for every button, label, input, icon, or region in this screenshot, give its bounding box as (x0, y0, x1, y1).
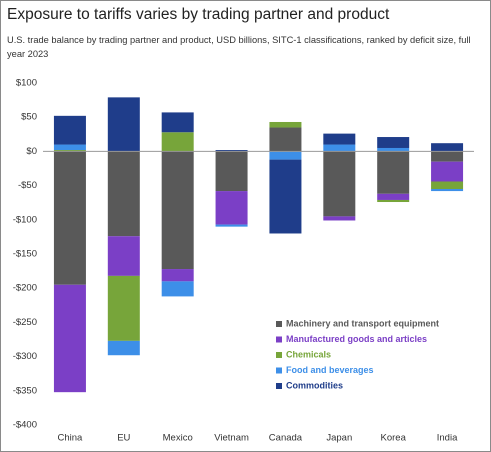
bar-segment (161, 132, 194, 152)
bar-segment (215, 191, 248, 225)
bar-segment (53, 284, 86, 393)
legend-label: Food and beverages (286, 365, 374, 375)
x-tick-label: Vietnam (214, 433, 249, 444)
y-tick-label: -$150 (13, 249, 37, 260)
bar-segment (107, 275, 140, 341)
legend-swatch (276, 321, 282, 327)
bar-segment (431, 161, 464, 182)
chart-title: Exposure to tariffs varies by trading pa… (7, 6, 390, 23)
legend-label: Chemicals (286, 349, 331, 359)
bar-segment (53, 144, 86, 151)
y-tick-label: $0 (26, 146, 37, 157)
bar-segment (53, 151, 86, 285)
bar-segment (377, 193, 410, 200)
legend-swatch (276, 336, 282, 343)
y-tick-label: -$350 (13, 385, 37, 396)
bar-segment (215, 224, 248, 227)
x-tick-label: Japan (326, 433, 352, 444)
bar-segment (431, 181, 464, 190)
bar-segment (161, 269, 194, 282)
bar-segment (215, 150, 248, 152)
y-tick-label: -$100 (13, 214, 37, 225)
bar-segment (107, 340, 140, 356)
x-tick-label: China (58, 433, 84, 444)
bar-segment (323, 144, 356, 152)
legend-label: Manufactured goods and articles (286, 334, 427, 344)
bar-segment (53, 115, 86, 145)
bar-segment (269, 127, 302, 152)
x-tick-label: Mexico (163, 433, 193, 444)
bar-segment (431, 143, 464, 152)
bar-segment (323, 151, 356, 217)
bar-segment (107, 151, 140, 237)
bar-segment (323, 133, 356, 145)
bar-segment (269, 159, 302, 234)
y-tick-label: $50 (21, 112, 37, 123)
legend-swatch (276, 367, 282, 374)
bar-segment (323, 216, 356, 221)
x-tick-label: Canada (269, 433, 303, 444)
bar-segment (431, 151, 464, 162)
y-tick-label: -$300 (13, 351, 37, 362)
y-tick-label: -$250 (13, 317, 37, 328)
bar-segment (53, 150, 86, 152)
y-tick-label: -$50 (18, 180, 37, 191)
x-tick-label: EU (117, 433, 130, 444)
bar-segment (215, 151, 248, 192)
y-tick-label: -$200 (13, 283, 37, 294)
legend-swatch (276, 352, 282, 358)
bar-segment (107, 97, 140, 152)
y-tick-label: -$400 (13, 420, 37, 431)
bar-segment (431, 189, 464, 192)
bar-segment (377, 137, 410, 148)
y-tick-label: $100 (16, 78, 37, 89)
chart-subtitle: U.S. trade balance by trading partner an… (7, 35, 471, 59)
legend-label: Machinery and transport equipment (286, 318, 439, 328)
bar-segment (269, 151, 302, 160)
bar-segment (161, 112, 194, 133)
bar-segment (161, 151, 194, 270)
x-tick-label: Korea (381, 433, 407, 444)
bar-segment (161, 281, 194, 297)
legend-swatch (276, 383, 282, 389)
bar-segment (377, 147, 410, 152)
bar-segment (377, 151, 410, 194)
bar-segment (269, 121, 302, 128)
x-tick-label: India (437, 433, 458, 444)
bar-segment (377, 199, 410, 203)
legend-label: Commodities (286, 380, 343, 390)
bar-segment (107, 236, 140, 276)
